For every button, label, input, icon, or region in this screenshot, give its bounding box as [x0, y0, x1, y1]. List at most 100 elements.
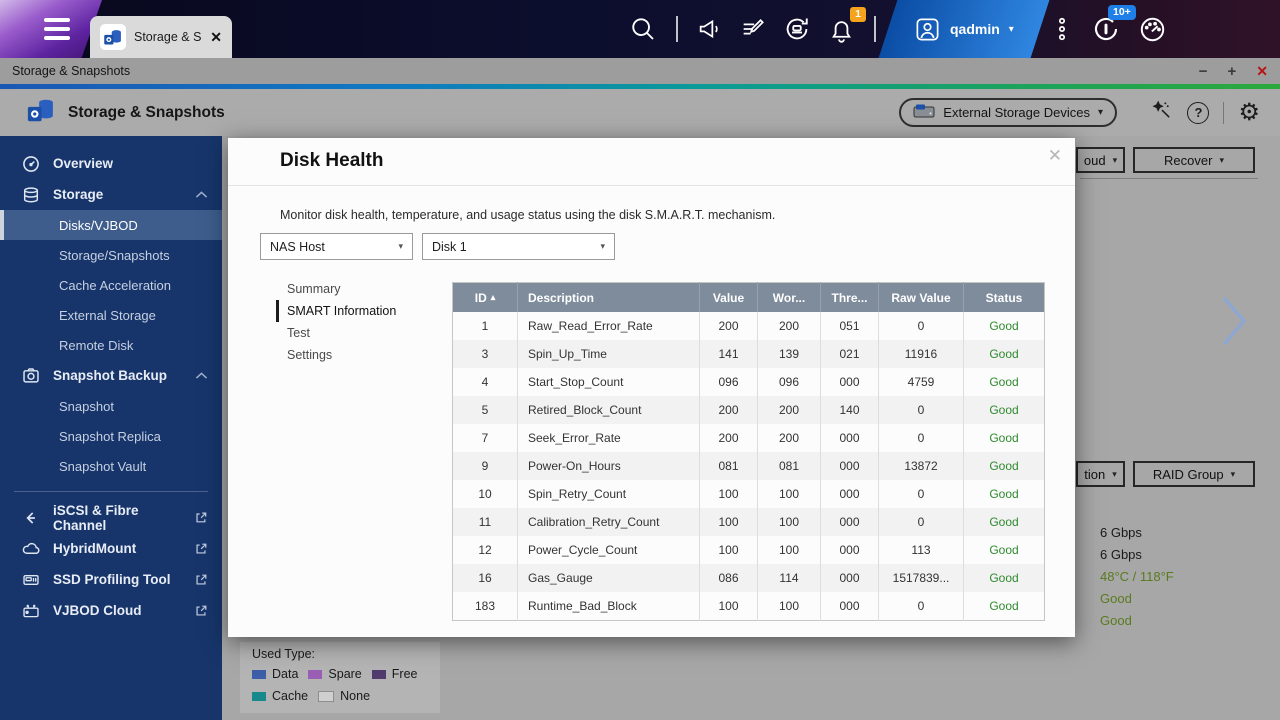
sync-icon[interactable]: [782, 14, 812, 44]
dialog-nav-settings[interactable]: Settings: [276, 344, 396, 366]
sidebar-item-label: Disks/VJBOD: [59, 218, 138, 233]
table-cell: 086: [700, 564, 758, 592]
app-tab-label: Storage & S...: [134, 30, 202, 44]
tab-close-icon[interactable]: ✕: [210, 29, 222, 46]
dialog-nav: SummarySMART InformationTestSettings: [276, 278, 396, 366]
column-label: Description: [528, 291, 594, 305]
smart-table: ID▴ Description ValueWor...Thre...Raw Valu…: [452, 282, 1045, 621]
column-header-status[interactable]: Status: [964, 283, 1045, 313]
dialog-title: Disk Health: [280, 150, 383, 172]
help-icon[interactable]: ?: [1187, 102, 1209, 124]
topbar-icons: 1 qadmin ▾ 10+: [628, 0, 1280, 58]
table-cell: 000: [821, 424, 879, 452]
table-cell: Gas_Gauge: [518, 564, 700, 592]
hamburger-menu-icon[interactable]: [44, 18, 70, 45]
external-link-icon: [194, 573, 208, 587]
search-icon[interactable]: [628, 14, 658, 44]
column-header-value[interactable]: Value: [700, 283, 758, 313]
table-cell: Good: [964, 452, 1045, 480]
table-cell: 4: [453, 368, 518, 396]
sidebar-item-storage[interactable]: Storage: [0, 179, 222, 210]
wizard-icon[interactable]: [1150, 99, 1173, 127]
external-link-icon: [194, 542, 208, 556]
sidebar-item-external-storage[interactable]: External Storage: [0, 300, 222, 330]
info-value: 6 Gbps: [1100, 544, 1174, 566]
table-cell: Good: [964, 340, 1045, 368]
table-cell: 141: [700, 340, 758, 368]
resource-badge: 10+: [1108, 5, 1136, 20]
table-cell: 100: [700, 508, 758, 536]
table-cell: 100: [700, 536, 758, 564]
sidebar-item-snapshot-replica[interactable]: Snapshot Replica: [0, 421, 222, 451]
toolbar-divider: [1080, 178, 1258, 179]
chevron-up-icon[interactable]: [195, 191, 208, 198]
sidebar-item-iscsi-fibre-channel[interactable]: iSCSI & Fibre Channel: [0, 502, 222, 533]
sidebar-item-vjbod-cloud[interactable]: VJBOD Cloud: [0, 595, 222, 626]
table-cell: 000: [821, 536, 879, 564]
dialog-nav-summary[interactable]: Summary: [276, 278, 396, 300]
minimize-button[interactable]: −: [1199, 64, 1208, 79]
chevron-up-icon[interactable]: [195, 372, 208, 379]
sidebar-item-cache-acceleration[interactable]: Cache Acceleration: [0, 270, 222, 300]
column-header-raw-value[interactable]: Raw Value: [879, 283, 964, 313]
table-cell: 096: [758, 368, 821, 396]
sort-asc-icon: ▴: [491, 292, 496, 302]
column-header-thre[interactable]: Thre...: [821, 283, 879, 313]
sidebar-item-remote-disk[interactable]: Remote Disk: [0, 330, 222, 360]
maximize-button[interactable]: +: [1228, 64, 1237, 79]
raid-group-button[interactable]: RAID Group▾: [1133, 461, 1255, 487]
sidebar-item-snapshot-vault[interactable]: Snapshot Vault: [0, 451, 222, 481]
announcement-icon[interactable]: [696, 15, 724, 43]
tion-button[interactable]: tion▾: [1076, 461, 1125, 487]
legend-swatch: [318, 691, 334, 702]
table-cell: Seek_Error_Rate: [518, 424, 700, 452]
sidebar-item-snapshot[interactable]: Snapshot: [0, 391, 222, 421]
gear-icon[interactable]: ⚙: [1238, 101, 1260, 125]
sidebar-item-storage-snapshots[interactable]: Storage/Snapshots: [0, 240, 222, 270]
column-header-description[interactable]: Description: [518, 283, 700, 313]
table-row: 3Spin_Up_Time14113902111916Good: [453, 340, 1045, 368]
oud-button[interactable]: oud ▾: [1076, 147, 1125, 173]
user-menu[interactable]: qadmin ▾: [894, 0, 1034, 58]
background-tasks-icon[interactable]: [739, 15, 767, 43]
device-selector-label: External Storage Devices: [943, 105, 1090, 120]
sidebar-item-label: External Storage: [59, 308, 156, 323]
table-cell: 100: [700, 592, 758, 621]
notification-bell[interactable]: 1: [827, 15, 856, 44]
recover-button[interactable]: Recover▾: [1133, 147, 1255, 173]
chevron-down-icon: ▾: [1113, 155, 1118, 166]
sidebar-item-hybridmount[interactable]: HybridMount: [0, 533, 222, 564]
device-selector-dropdown[interactable]: External Storage Devices ▾: [899, 98, 1117, 127]
snapshot-icon: [22, 367, 40, 385]
sidebar-item-overview[interactable]: Overview: [0, 148, 222, 179]
sidebar-item-snapshot-backup[interactable]: Snapshot Backup: [0, 360, 222, 391]
table-cell: 200: [758, 424, 821, 452]
dashboard-icon[interactable]: [1137, 14, 1168, 45]
more-options-icon[interactable]: [1049, 16, 1075, 42]
column-header-wor[interactable]: Wor...: [758, 283, 821, 313]
sidebar-item-ssd-profiling-tool[interactable]: SSD Profiling Tool: [0, 564, 222, 595]
nas-host-value: NAS Host: [270, 240, 325, 254]
carousel-next-icon[interactable]: [1220, 294, 1248, 353]
table-cell: Spin_Up_Time: [518, 340, 700, 368]
table-cell: 200: [700, 312, 758, 340]
table-row: 12Power_Cycle_Count100100000113Good: [453, 536, 1045, 564]
table-cell: Good: [964, 508, 1045, 536]
app-tab[interactable]: Storage & S... ✕: [90, 16, 232, 58]
dialog-nav-test[interactable]: Test: [276, 322, 396, 344]
resource-monitor-icon[interactable]: 10+: [1090, 13, 1122, 45]
chevron-down-icon: ▾: [398, 241, 403, 252]
dialog-nav-smart-information[interactable]: SMART Information: [276, 300, 396, 322]
table-cell: 1: [453, 312, 518, 340]
column-header-id[interactable]: ID▴: [453, 283, 518, 313]
disk-select[interactable]: Disk 1 ▾: [422, 233, 615, 260]
close-window-button[interactable]: ✕: [1256, 64, 1268, 78]
table-cell: 0: [879, 424, 964, 452]
sidebar-item-label: iSCSI & Fibre Channel: [53, 503, 194, 533]
button-label: oud: [1084, 153, 1106, 168]
legend-swatch: [252, 670, 266, 679]
table-cell: 000: [821, 592, 879, 621]
nas-host-select[interactable]: NAS Host ▾: [260, 233, 413, 260]
dialog-close-icon[interactable]: ✕: [1048, 146, 1062, 166]
sidebar-item-disks-vjbod[interactable]: Disks/VJBOD: [0, 210, 222, 240]
